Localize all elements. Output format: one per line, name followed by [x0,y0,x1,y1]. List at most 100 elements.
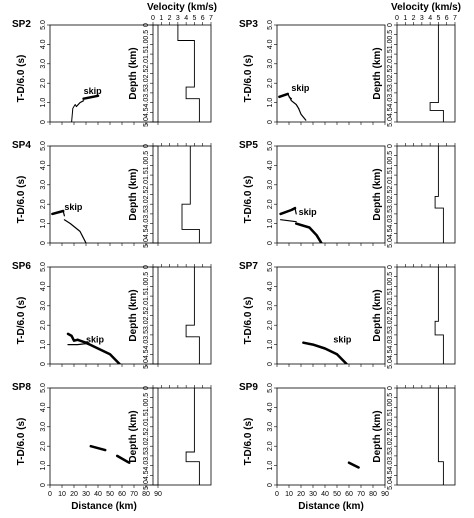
tt-frame [49,387,159,486]
y-tick-label: 5.0 [267,262,274,272]
travel-time-branch [288,96,292,100]
depth-tick-label: 3.0 [143,199,150,209]
depth-tick-label: 1.5 [387,49,394,59]
tt-frame [276,266,386,365]
depth-tick-label: 4.5 [143,107,150,117]
vel-tick-label: 2 [168,15,172,22]
travel-time-branch [51,209,65,216]
depth-tick-label: 1.5 [143,412,150,422]
x-tick-label: 20 [70,491,78,498]
y-tick-label: 3.0 [40,180,47,190]
vel-tick-label: 3 [176,15,180,22]
depth-tick-label: 2.5 [387,311,394,321]
depth-tick-label: 1.5 [387,291,394,301]
y-tick-label: 5.0 [40,20,47,30]
depth-tick-label: 3.5 [387,88,394,98]
y-tick-label: 4.0 [267,402,274,412]
depth-tick-label: 1.5 [143,291,150,301]
panel-sp6: 01.02.03.04.05.0T-D/6.0 (s)SP6skip00.51.… [12,261,212,369]
travel-time-branch [115,454,131,464]
y-tick-label: 3.0 [267,301,274,311]
tt-y-axis-label: T-D/6.0 (s) [243,55,254,103]
depth-tick-label: 4.0 [143,219,150,229]
depth-tick-label: 5.0 [387,238,394,248]
x-tick-label: 50 [333,491,341,498]
vel-tick-label: 6 [201,15,205,22]
panel-sp4: 01.02.03.04.05.0T-D/6.0 (s)SP4skip00.51.… [12,140,212,248]
travel-time-branch [63,219,87,243]
depth-tick-label: 4.0 [387,219,394,229]
depth-tick-label: 3.0 [143,441,150,451]
y-tick-label: 4.0 [40,281,47,291]
depth-tick-label: 0.5 [387,272,394,282]
tt-y-axis-label: T-D/6.0 (s) [16,176,27,224]
y-tick-label: 1.0 [267,219,274,229]
depth-tick-label: 1.0 [387,281,394,291]
vel-tick-label: 0 [151,15,155,22]
y-tick-label: 2.0 [40,78,47,88]
travel-time-branch [294,207,297,215]
y-tick-label: 3.0 [40,301,47,311]
depth-tick-label: 1.0 [143,281,150,291]
depth-axis-label: Depth (km) [372,289,383,341]
panel-sp7: 01.02.03.04.05.0T-D/6.0 (s)SP7skip00.51.… [239,261,456,369]
y-tick-label: 2.0 [40,199,47,209]
x-tick-label: 90 [381,491,389,498]
depth-axis-label: Depth (km) [128,410,139,462]
panel-name: SP2 [12,19,31,30]
tt-y-axis-label: T-D/6.0 (s) [243,297,254,345]
velocity-profile [437,388,444,485]
skip-annotation: skip [333,335,352,345]
velocity-profile [185,267,200,364]
vel-tick-label: 3 [420,15,424,22]
y-tick-label: 1.0 [40,340,47,350]
y-tick-label: 5.0 [267,20,274,30]
depth-tick-label: 3.5 [143,330,150,340]
depth-tick-label: 5.0 [143,117,150,127]
travel-time-branch [302,341,348,364]
depth-tick-label: 1.5 [143,170,150,180]
depth-tick-label: 0 [143,265,150,269]
depth-tick-label: 0.5 [143,30,150,40]
depth-tick-label: 2.5 [143,311,150,321]
depth-tick-label: 2.5 [143,69,150,79]
y-tick-label: 2.0 [40,441,47,451]
distance-axis-label: Distance (km) [298,501,364,512]
y-tick-label: 2.0 [267,199,274,209]
vel-tick-label: 0 [395,15,399,22]
velocity-profile [434,267,444,364]
depth-axis-label: Depth (km) [128,289,139,341]
vel-tick-label: 1 [159,15,163,22]
depth-tick-label: 1.0 [387,402,394,412]
panel-name: SP3 [239,19,258,30]
depth-tick-label: 0 [143,386,150,390]
travel-time-branch [278,92,290,99]
x-tick-label: 30 [309,491,317,498]
y-tick-label: 3.0 [267,422,274,432]
depth-tick-label: 2.0 [387,301,394,311]
depth-tick-label: 3.0 [143,320,150,330]
depth-tick-label: 1.0 [387,160,394,170]
y-tick-label: 1.0 [267,98,274,108]
panel-name: SP6 [12,261,31,272]
tt-y-axis-label: T-D/6.0 (s) [243,176,254,224]
vel-tick-label: 5 [192,15,196,22]
y-tick-label: 5.0 [40,141,47,151]
x-tick-label: 70 [357,491,365,498]
depth-tick-label: 4.0 [387,340,394,350]
travel-time-branch [66,332,79,342]
y-tick-label: 3.0 [40,59,47,69]
depth-tick-label: 4.5 [143,349,150,359]
vel-tick-label: 2 [412,15,416,22]
panel-sp9: 0 10 20 30 40 50 60 70 80 90 0 1.0 2.0 3.0 4.0 5.0 T-D/6… [239,382,456,512]
y-tick-label: 4.0 [40,39,47,49]
tt-y-axis-label: T-D/6.0 (s) [16,418,27,466]
depth-tick-label: 0 [387,265,394,269]
vel-frame [152,24,212,123]
x-tick-label: 60 [345,491,353,498]
depth-tick-label: 3.5 [387,451,394,461]
depth-tick-label: 3.0 [143,78,150,88]
y-tick-label: 0 [267,120,274,124]
depth-tick-label: 0.5 [387,30,394,40]
